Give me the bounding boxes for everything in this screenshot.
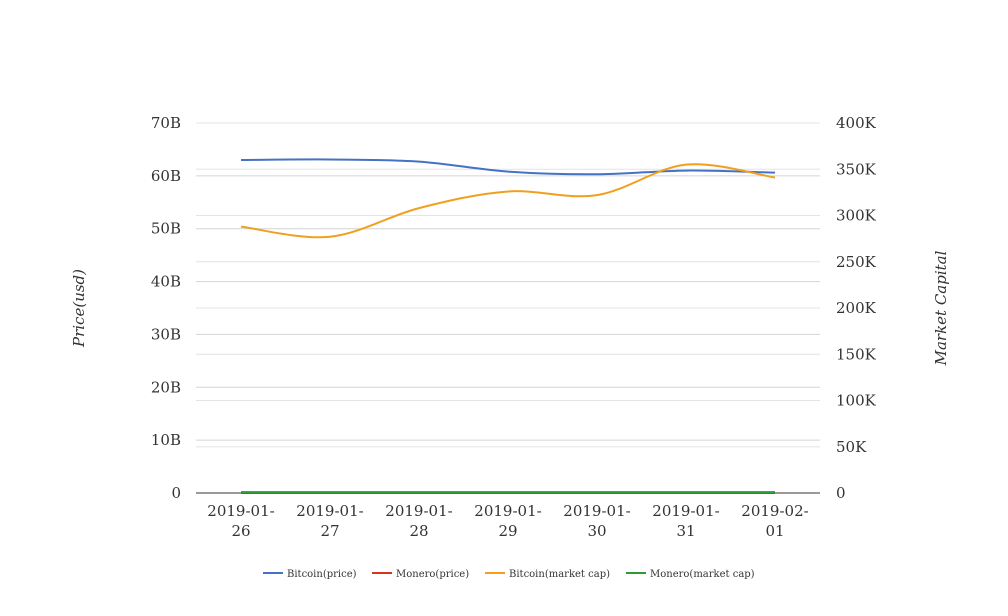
y-axis-left-title: Price(usd) <box>70 269 88 348</box>
legend: Bitcoin(price) Monero(price) Bitcoin(marke… <box>263 569 755 580</box>
y-tick-label-left: 40B <box>151 273 181 291</box>
y-tick-label-right: 200K <box>836 299 877 317</box>
y-tick-label-left: 20B <box>151 378 181 396</box>
y-tick-label-right: 0 <box>836 484 846 502</box>
y-tick-label-right: 100K <box>836 392 877 410</box>
x-tick-label: 2019-01-28 <box>385 502 452 540</box>
x-tick-label: 2019-01-30 <box>563 502 630 540</box>
gridlines <box>196 122 820 448</box>
legend-label-bitcoin-market-cap: Bitcoin(market cap) <box>509 569 610 580</box>
x-tick-label: 2019-01-26 <box>207 502 274 540</box>
x-tick-label: 2019-01-27 <box>296 502 363 540</box>
y-tick-label-right: 250K <box>836 253 877 271</box>
x-tick-label: 2019-01-29 <box>474 502 541 540</box>
series-lines <box>240 158 776 494</box>
y-tick-label-right: 150K <box>836 345 877 363</box>
y-tick-label-left: 60B <box>151 167 181 185</box>
y-tick-label-right: 350K <box>836 160 877 178</box>
legend-label-monero-market-cap: Monero(market cap) <box>650 569 755 580</box>
axes: 0 10B 20B 30B 40B 50B 60B 70B 0 50K 100K 150K 200K 25… <box>151 114 877 540</box>
legend-label-bitcoin-price: Bitcoin(price) <box>287 569 357 580</box>
series-line-bitcoin-price <box>240 158 776 176</box>
y-tick-label-left: 0 <box>171 484 181 502</box>
y-tick-label-right: 50K <box>836 438 867 456</box>
legend-label-monero-price: Monero(price) <box>396 569 469 580</box>
y-tick-label-left: 70B <box>151 114 181 132</box>
y-axis-right-title: Market Capital <box>932 250 950 366</box>
x-tick-label: 2019-02-01 <box>741 502 808 540</box>
y-tick-label-left: 10B <box>151 431 181 449</box>
y-tick-label-left: 50B <box>151 220 181 238</box>
series-line-bitcoin-market-cap <box>240 163 776 239</box>
y-tick-label-right: 400K <box>836 114 877 132</box>
x-tick-label: 2019-01-31 <box>652 502 719 540</box>
y-tick-label-right: 300K <box>836 207 877 225</box>
y-tick-label-left: 30B <box>151 325 181 343</box>
